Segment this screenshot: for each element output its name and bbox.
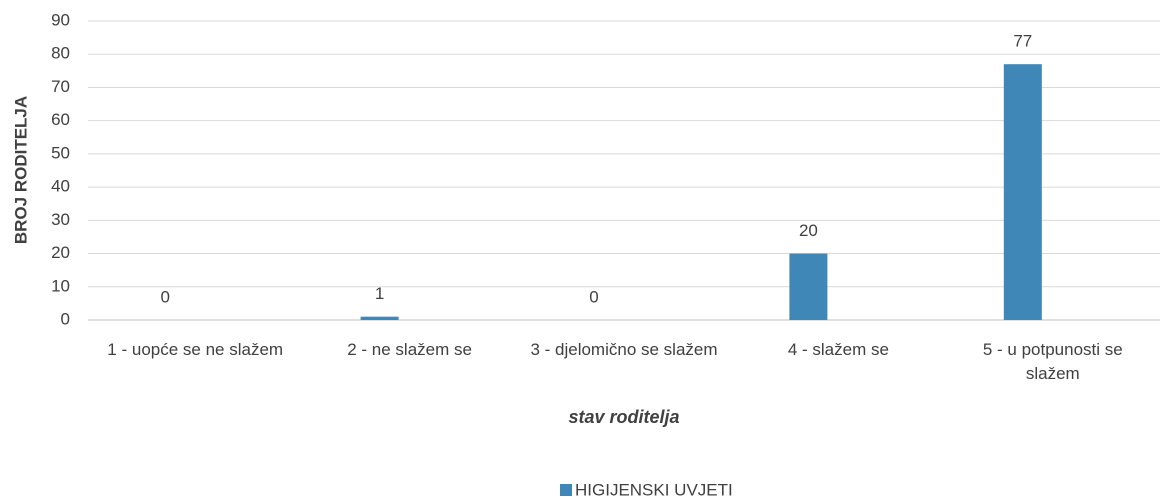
y-tick-label: 30 — [51, 210, 70, 229]
data-label: 20 — [799, 221, 818, 240]
x-tick-label: 2 - ne slažem se — [347, 340, 472, 359]
data-label: 1 — [375, 284, 384, 303]
y-tick-label: 50 — [51, 143, 70, 162]
legend-label: HIGIJENSKI UVJETI — [575, 480, 733, 497]
legend-swatch — [560, 484, 572, 496]
bar — [1003, 64, 1042, 320]
bar — [789, 253, 828, 320]
y-tick-label: 80 — [51, 44, 70, 63]
x-tick-label: 4 - slažem se — [787, 340, 889, 359]
y-tick-label: 90 — [51, 10, 70, 29]
data-label: 0 — [589, 287, 598, 306]
data-label: 77 — [1013, 32, 1032, 51]
x-tick-label: 3 - djelomično se slažem — [530, 340, 718, 359]
y-tick-label: 10 — [51, 276, 70, 295]
y-tick-label: 20 — [51, 243, 70, 262]
y-tick-label: 0 — [61, 309, 70, 328]
bar — [360, 316, 399, 320]
data-label: 0 — [160, 287, 169, 306]
y-tick-label: 40 — [51, 177, 70, 196]
x-axis-title: stav roditelja — [568, 407, 679, 427]
y-tick-label: 70 — [51, 77, 70, 96]
x-tick-label: 1 - uopće se ne slažem — [107, 340, 284, 359]
y-axis-title: BROJ RODITELJA — [11, 96, 30, 244]
x-tick-label: 5 - u potpunosti se slažem — [982, 340, 1123, 383]
y-tick-label: 60 — [51, 110, 70, 129]
